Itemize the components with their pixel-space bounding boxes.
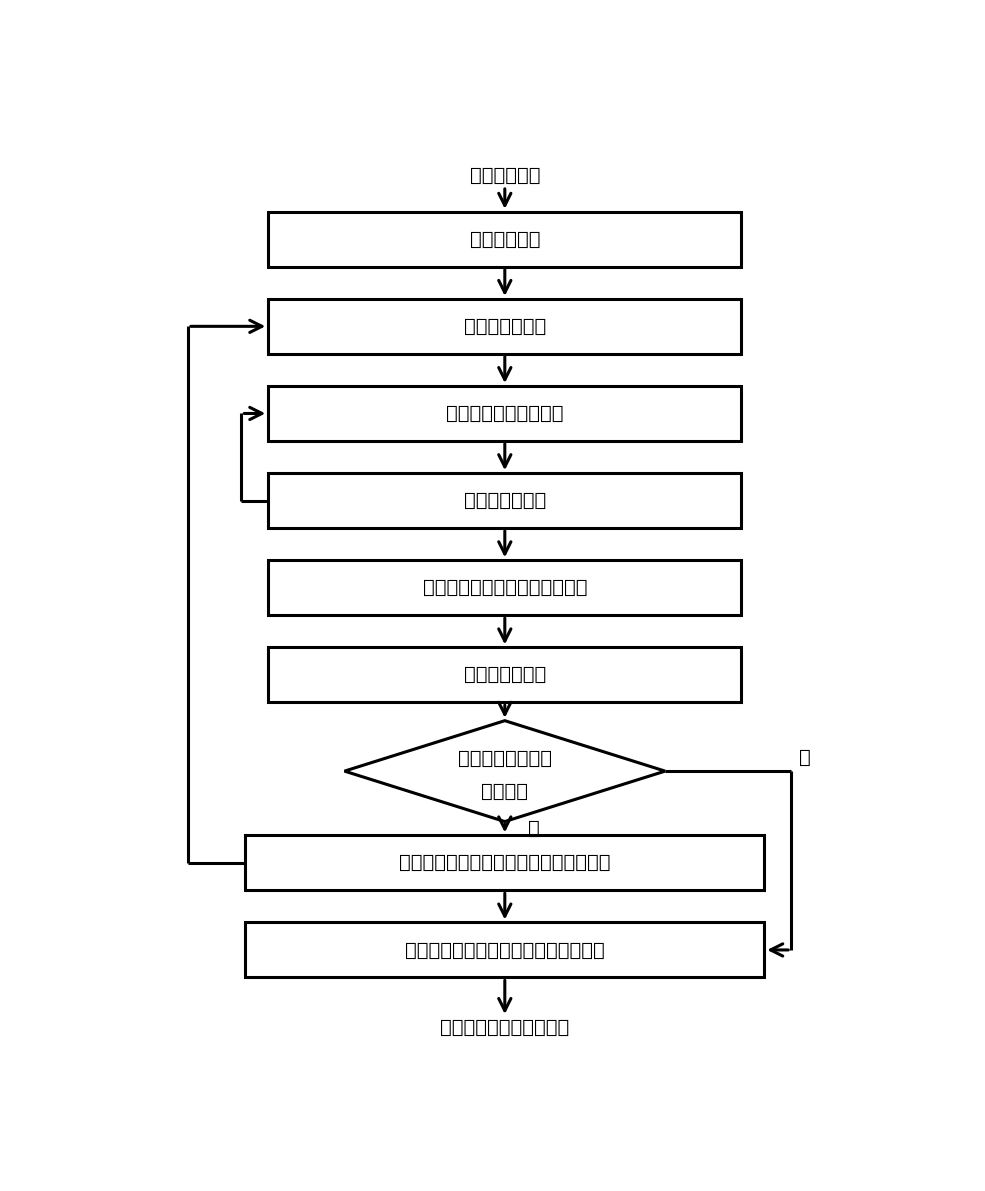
Text: 否: 否 — [799, 748, 811, 767]
Bar — [268, 212, 742, 267]
Text: 独立成分分析: 独立成分分析 — [470, 230, 540, 249]
Text: 对包含眼电信号的独立成分的段进行修正: 对包含眼电信号的独立成分的段进行修正 — [399, 853, 611, 872]
Text: 计算段内各独立成分的统计特征: 计算段内各独立成分的统计特征 — [423, 578, 587, 597]
Bar — [268, 386, 742, 441]
Bar — [245, 835, 764, 891]
Text: 所有独立成分用混合矩阵重构脑电信号: 所有独立成分用混合矩阵重构脑电信号 — [405, 941, 605, 960]
Text: 提取各窗趋势项: 提取各窗趋势项 — [464, 491, 546, 510]
Text: 对段内各独立成分加窗: 对段内各独立成分加窗 — [446, 404, 563, 423]
Bar — [268, 299, 742, 354]
Bar — [268, 560, 742, 616]
Bar — [245, 922, 764, 978]
Text: 原始脑电信号: 原始脑电信号 — [470, 166, 540, 185]
Polygon shape — [345, 721, 665, 822]
Bar — [268, 648, 742, 703]
Text: 对统计特征聚类: 对统计特征聚类 — [464, 666, 546, 685]
Text: 判断该段是否包含: 判断该段是否包含 — [458, 749, 552, 768]
Text: 对独立成分分段: 对独立成分分段 — [464, 317, 546, 336]
Bar — [268, 473, 742, 528]
Text: 去除眼电信号的脑电信号: 去除眼电信号的脑电信号 — [440, 1018, 569, 1037]
Text: 是: 是 — [528, 819, 540, 838]
Text: 眼电信号: 眼电信号 — [482, 781, 528, 800]
